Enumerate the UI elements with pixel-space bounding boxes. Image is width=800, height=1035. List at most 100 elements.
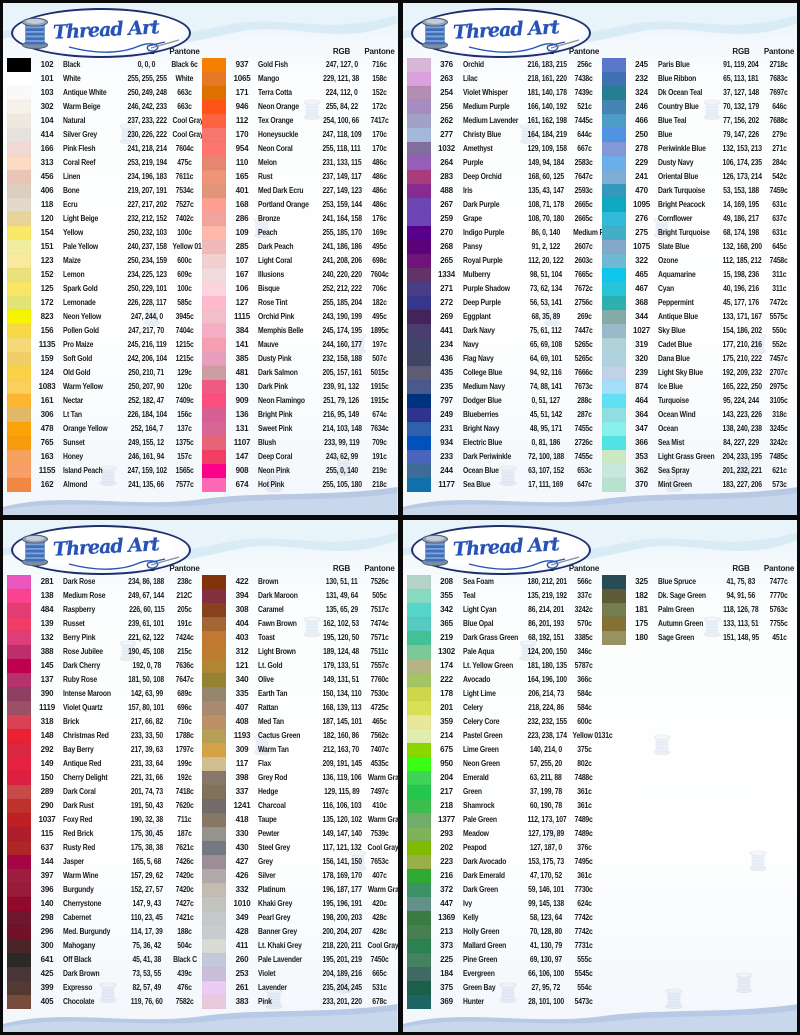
color-pantone: 197c bbox=[372, 340, 387, 349]
color-pantone: 170c bbox=[372, 130, 387, 139]
color-name: Berry Pink bbox=[63, 633, 96, 642]
color-name: Green bbox=[462, 787, 482, 796]
color-pantone: 215c bbox=[177, 647, 192, 656]
color-rgb: 190, 45, 108 bbox=[128, 647, 165, 656]
color-code: 201 bbox=[440, 703, 453, 712]
color-row: 1177 Sea Blue 17, 111, 169 647c bbox=[406, 478, 600, 492]
color-row: 384 Memphis Belle 245, 174, 195 1895c bbox=[202, 324, 395, 338]
color-row: 319 Cadet Blue 177, 210, 216 552c bbox=[601, 338, 795, 352]
color-row: 213 Holly Green 70, 128, 80 7742c bbox=[406, 925, 600, 939]
rgb-header: RGB bbox=[732, 563, 750, 573]
color-code: 147 bbox=[235, 452, 249, 461]
color-rgb: 175, 210, 222 bbox=[721, 354, 762, 363]
color-row: 369 Hunter 28, 101, 100 5473c bbox=[406, 995, 600, 1009]
color-pantone: 439c bbox=[177, 969, 192, 978]
color-code: 347 bbox=[635, 424, 648, 433]
color-name: Bright Turquoise bbox=[657, 228, 710, 237]
color-row: 268 Pansy 91, 2, 122 2607c bbox=[406, 240, 600, 254]
color-rgb: 192, 209, 232 bbox=[721, 368, 762, 377]
color-row: 441 Dark Navy 75, 61, 112 7447c bbox=[406, 324, 600, 338]
color-name: Pale Aqua bbox=[462, 647, 494, 656]
color-rgb: 45, 51, 142 bbox=[529, 410, 563, 419]
color-row: 340 Olive 149, 131, 51 7760c bbox=[202, 673, 395, 687]
color-swatch bbox=[406, 939, 431, 953]
color-swatch bbox=[406, 408, 431, 422]
color-code: 289 bbox=[40, 787, 54, 796]
color-code: 124 bbox=[40, 368, 54, 377]
color-row: 178 Light Lime 206, 214, 73 584c bbox=[406, 687, 600, 701]
color-name: Bright Navy bbox=[462, 424, 499, 433]
color-name: Ocean Wind bbox=[657, 410, 696, 419]
color-name: Sunset bbox=[63, 438, 85, 447]
color-name: Celery bbox=[462, 703, 483, 712]
color-swatch bbox=[601, 352, 626, 366]
color-row: 175 Autumn Green 133, 113, 51 7755c bbox=[601, 617, 795, 631]
color-code: 1065 bbox=[233, 74, 251, 83]
color-row: 308 Caramel 135, 65, 29 7517c bbox=[202, 603, 395, 617]
color-code: 428 bbox=[235, 927, 249, 936]
color-pantone: 7742c bbox=[574, 927, 594, 936]
color-rgb: 77, 156, 202 bbox=[723, 116, 759, 125]
color-rows: 325 Blue Spruce 41, 75, 83 7477c 182 Dk.… bbox=[601, 575, 795, 645]
color-swatch bbox=[406, 897, 431, 911]
color-code: 441 bbox=[440, 326, 453, 335]
color-name: Dark Salmon bbox=[258, 368, 298, 377]
color-pantone: 486c bbox=[372, 158, 387, 167]
color-name: Aquamarine bbox=[657, 270, 696, 279]
color-swatch bbox=[7, 575, 31, 589]
color-name: Christy Blue bbox=[462, 130, 501, 139]
color-row: 277 Christy Blue 164, 184, 219 644c bbox=[406, 128, 600, 142]
color-name: Dk Ocean Teal bbox=[657, 88, 702, 97]
color-code: 292 bbox=[40, 745, 54, 754]
color-name: Antique Red bbox=[63, 759, 102, 768]
color-code: 293 bbox=[440, 829, 453, 838]
color-pantone: 428c bbox=[372, 927, 387, 936]
color-code: 245 bbox=[635, 60, 648, 69]
color-code: 202 bbox=[440, 843, 453, 852]
color-rgb: 201, 74, 73 bbox=[130, 787, 163, 796]
color-code: 275 bbox=[635, 228, 648, 237]
color-rgb: 243, 62, 99 bbox=[325, 452, 358, 461]
color-name: Cherrystone bbox=[63, 899, 102, 908]
color-name: Turquoise bbox=[657, 396, 689, 405]
color-swatch bbox=[202, 589, 226, 603]
color-rgb: 58, 123, 64 bbox=[529, 913, 563, 922]
color-row: 253 Violet 204, 189, 216 665c bbox=[202, 967, 395, 981]
color-pantone: 7755c bbox=[769, 619, 789, 628]
color-swatch bbox=[7, 631, 31, 645]
color-name: Hedge bbox=[258, 787, 278, 796]
color-swatch bbox=[202, 394, 226, 408]
color-swatch bbox=[7, 855, 31, 869]
color-pantone: 7439c bbox=[574, 88, 594, 97]
color-pantone: 7672c bbox=[574, 284, 594, 293]
color-name: Grey Rod bbox=[258, 773, 288, 782]
color-rgb: 116, 106, 103 bbox=[322, 801, 362, 810]
color-rgb: 237, 149, 117 bbox=[322, 172, 362, 181]
color-code: 418 bbox=[235, 815, 249, 824]
color-swatch bbox=[7, 897, 31, 911]
color-swatch bbox=[202, 799, 226, 813]
color-code: 263 bbox=[440, 74, 453, 83]
color-rgb: 124, 200, 150 bbox=[526, 647, 567, 656]
color-name: Silver Grey bbox=[63, 130, 98, 139]
color-swatch bbox=[406, 631, 431, 645]
color-rgb: 17, 111, 169 bbox=[528, 480, 564, 489]
color-code: 170 bbox=[235, 130, 249, 139]
color-name: Rusty Red bbox=[63, 843, 96, 852]
color-code: 1115 bbox=[233, 312, 251, 321]
color-code: 1334 bbox=[438, 270, 455, 279]
color-pantone: 7450c bbox=[370, 955, 389, 964]
color-pantone: 653c bbox=[576, 466, 592, 475]
color-pantone: 802c bbox=[576, 759, 592, 768]
color-swatch bbox=[601, 282, 626, 296]
color-rgb: 191, 50, 43 bbox=[130, 801, 163, 810]
color-name: Teal bbox=[462, 591, 476, 600]
color-pantone: 7459c bbox=[769, 186, 789, 195]
color-pantone: 346c bbox=[576, 647, 592, 656]
color-row: 147 Deep Coral 243, 62, 99 191c bbox=[202, 450, 395, 464]
color-rgb: 198, 200, 203 bbox=[322, 913, 362, 922]
color-row: 131 Sweet Pink 214, 103, 148 7634c bbox=[202, 422, 395, 436]
color-rgb: 227, 217, 202 bbox=[127, 200, 167, 209]
color-code: 112 bbox=[235, 116, 249, 125]
color-swatch bbox=[7, 58, 31, 72]
